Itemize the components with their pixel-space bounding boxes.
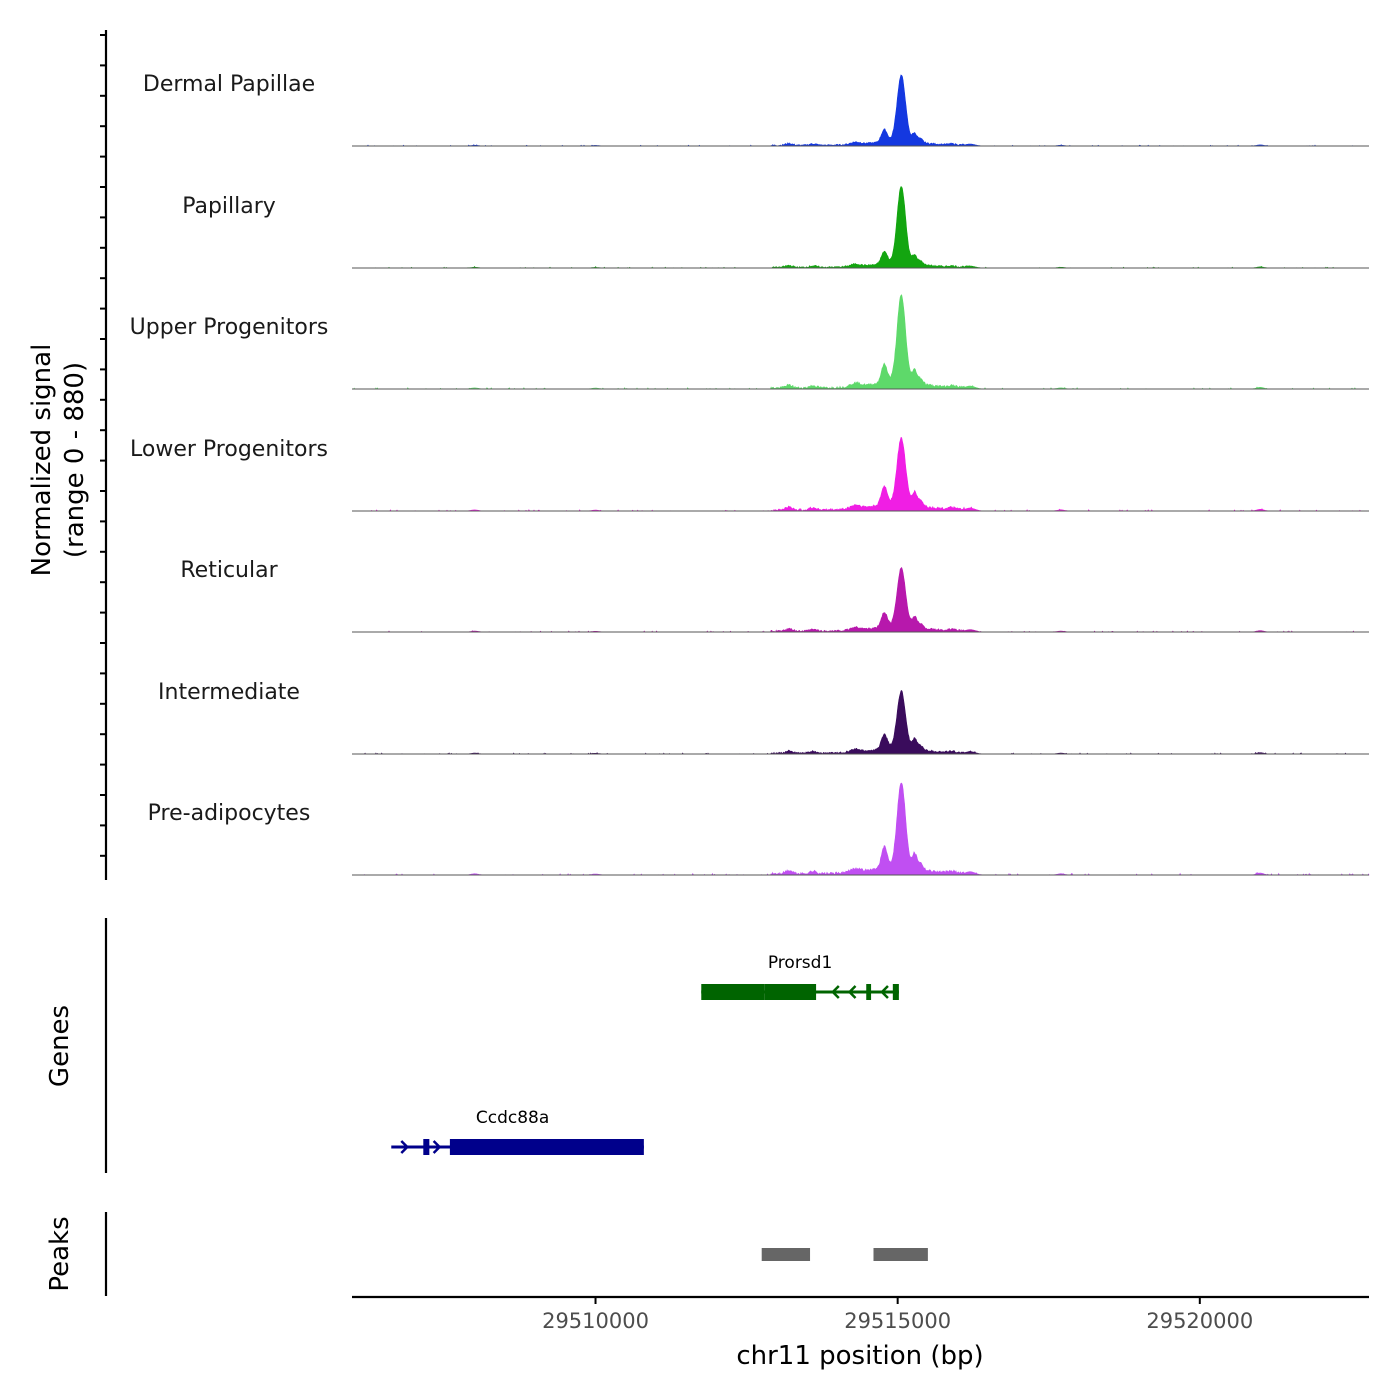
track-pre-adipocytes: Pre-adipocytes xyxy=(148,782,1370,876)
y-axis-range: (range 0 - 880) xyxy=(60,362,90,558)
track-signal-area xyxy=(352,74,1369,147)
gene-label: Prorsd1 xyxy=(768,953,832,973)
strand-arrow xyxy=(432,1140,442,1154)
peak-regions xyxy=(761,1248,928,1261)
track-signal-area xyxy=(352,782,1370,876)
track-label: Reticular xyxy=(180,558,278,583)
gene-exon xyxy=(764,984,817,1000)
gene-exon xyxy=(449,1139,644,1155)
track-papillary: Papillary xyxy=(182,186,1369,269)
x-tick-label: 29515000 xyxy=(844,1309,951,1333)
strand-arrow xyxy=(880,985,889,999)
gene-exon xyxy=(423,1139,430,1155)
gene-exon xyxy=(866,984,872,1000)
signal-axis-ticks xyxy=(100,34,106,857)
track-upper-progenitors: Upper Progenitors xyxy=(130,294,1369,390)
gene-label: Ccdc88a xyxy=(476,1108,549,1128)
track-label: Dermal Papillae xyxy=(143,72,315,97)
track-label: Pre-adipocytes xyxy=(148,801,311,826)
x-tick-label: 29520000 xyxy=(1146,1309,1253,1333)
coverage-tracks: Dermal Papillae Papillary Upper Progenitor… xyxy=(130,72,1370,876)
track-label: Intermediate xyxy=(158,680,300,705)
track-dermal-papillae: Dermal Papillae xyxy=(143,72,1369,147)
x-axis-title: chr11 position (bp) xyxy=(736,1341,983,1371)
gene-ccdc88a: Ccdc88a xyxy=(391,1108,644,1155)
track-lower-progenitors: Lower Progenitors xyxy=(130,437,1369,512)
track-signal-area xyxy=(352,437,1369,512)
peaks-track-title: Peaks xyxy=(45,1216,75,1291)
strand-arrow xyxy=(400,1140,410,1154)
x-axis-ticks: 29510000 29515000 29520000 xyxy=(542,1297,1253,1333)
x-tick-label: 29510000 xyxy=(542,1309,649,1333)
gene-annotations: Prorsd1 Ccdc88a xyxy=(391,953,899,1155)
gene-exon xyxy=(701,984,765,1000)
track-signal-area xyxy=(352,566,1369,633)
track-signal-area xyxy=(352,294,1369,390)
track-signal-area xyxy=(352,186,1369,269)
track-signal-area xyxy=(352,689,1369,755)
strand-arrow xyxy=(847,985,857,999)
track-label: Lower Progenitors xyxy=(130,437,328,462)
track-label: Papillary xyxy=(182,194,276,219)
peak-bar xyxy=(761,1248,811,1261)
gene-exon xyxy=(892,984,899,1000)
strand-arrow xyxy=(831,985,840,999)
gene-prorsd1: Prorsd1 xyxy=(701,953,899,1000)
peak-bar xyxy=(873,1248,928,1261)
track-intermediate: Intermediate xyxy=(158,680,1369,755)
genes-track-title: Genes xyxy=(45,1005,75,1087)
y-axis-title: Normalized signal xyxy=(27,344,57,577)
track-reticular: Reticular xyxy=(180,558,1369,633)
track-label: Upper Progenitors xyxy=(130,315,329,340)
